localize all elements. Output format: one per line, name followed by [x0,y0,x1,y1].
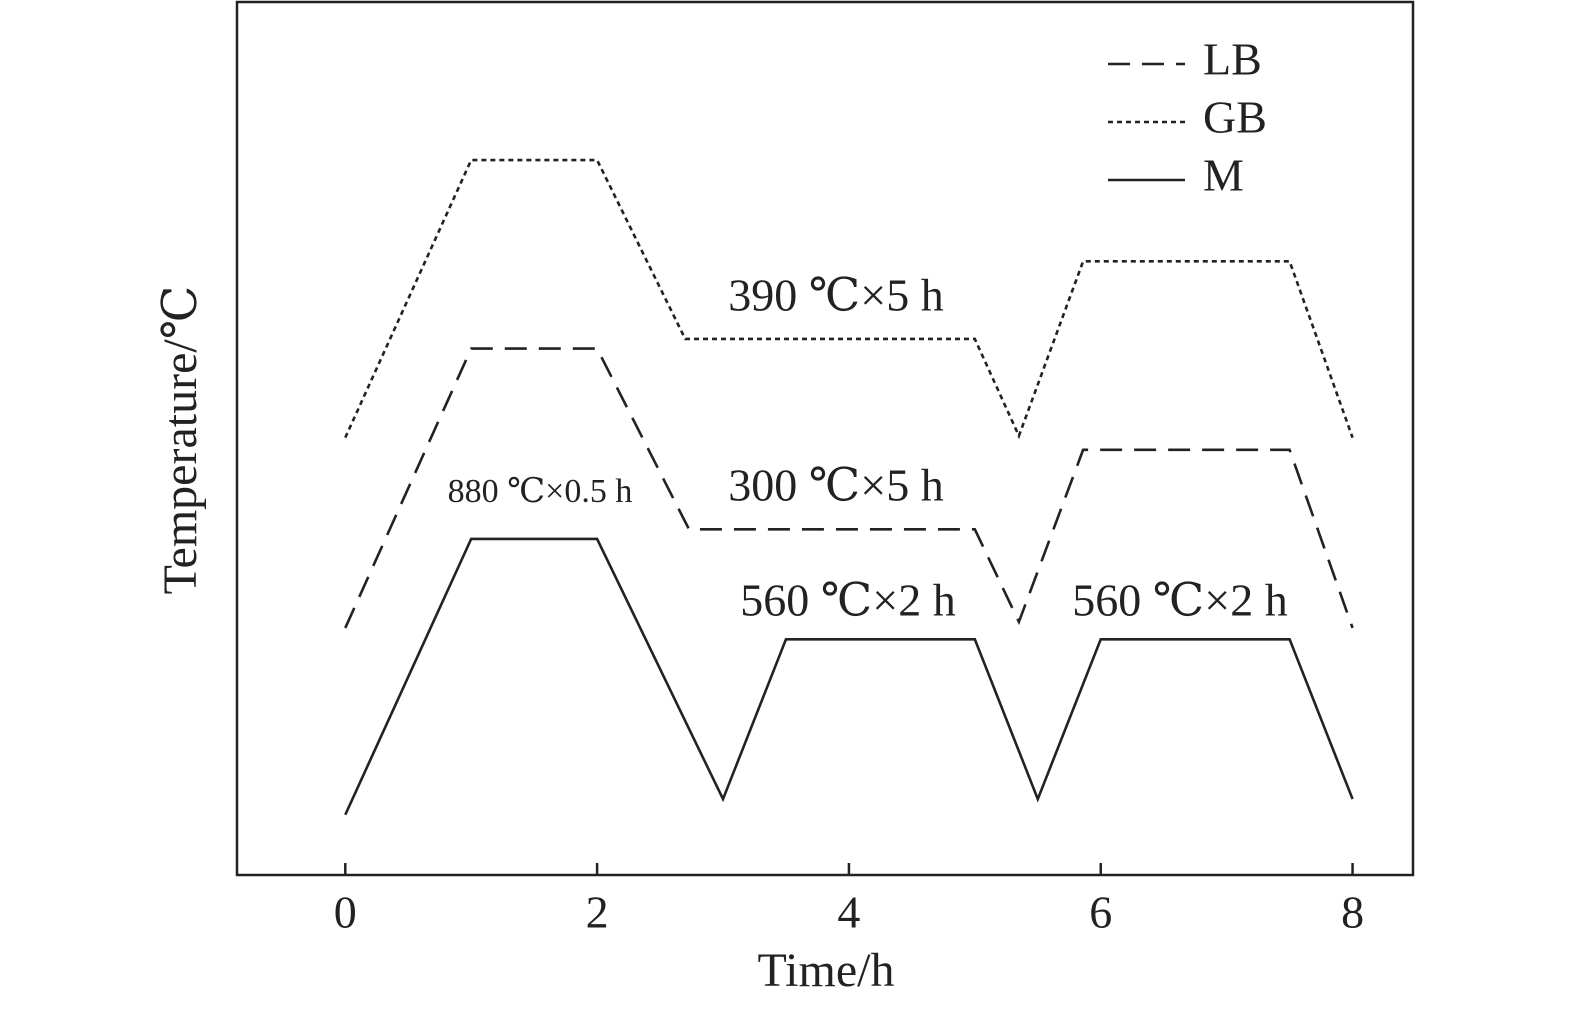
x-tick-label: 8 [1341,887,1364,938]
series-line [344,537,1354,816]
x-tick-label: 2 [586,887,609,938]
x-tick-label: 6 [1089,887,1112,938]
x-axis-label: Time/h [758,944,895,997]
annotation: 300 ℃×5 h [728,460,943,511]
legend-label: GB [1203,92,1267,143]
series-line [344,158,1354,440]
plot-frame [235,0,1415,877]
x-tick-label: 4 [837,887,860,938]
y-axis-label: Temperature/℃ [154,286,207,595]
legend-label: M [1203,150,1244,201]
legend-label: LB [1203,34,1262,85]
x-tick-label: 0 [334,887,357,938]
annotation: 560 ℃×2 h [740,575,955,626]
annotation: 560 ℃×2 h [1072,575,1287,626]
annotation: 390 ℃×5 h [728,270,943,321]
annotation: 880 ℃×0.5 h [448,473,633,510]
series-line [344,347,1354,629]
